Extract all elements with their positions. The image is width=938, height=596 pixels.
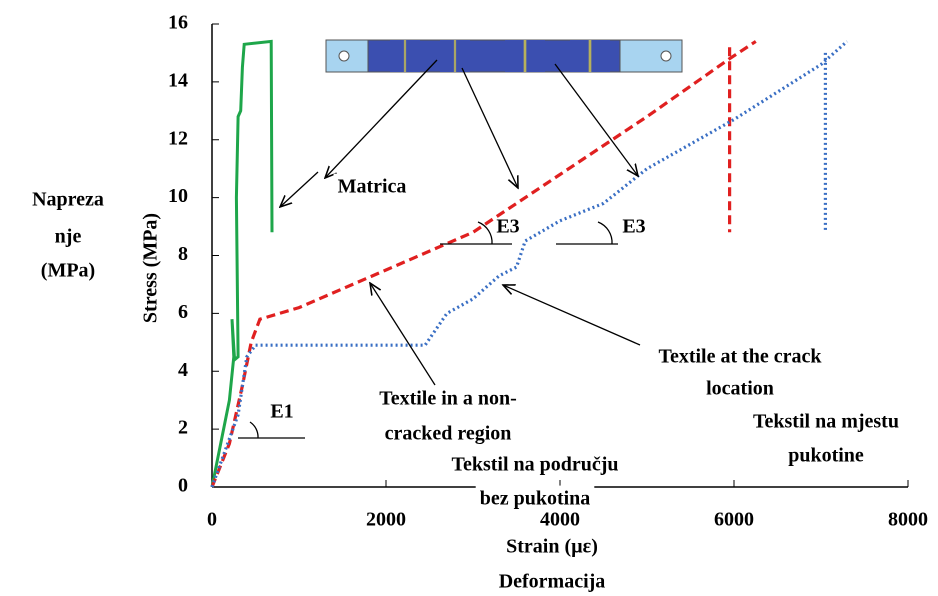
annotation: E3 xyxy=(496,216,519,238)
annotation: E3 xyxy=(622,216,645,238)
annotation: Matrica xyxy=(338,176,407,198)
annotation: Tekstil na mjestu xyxy=(753,411,899,433)
y-axis-title-translation: Napreza xyxy=(32,189,104,211)
y-axis-title-translation: nje xyxy=(55,226,82,248)
y-tick-label: 8 xyxy=(178,243,188,265)
annotation: Textile at the crack xyxy=(658,346,822,368)
labels: Matrica Textile in a non-cracked region Te… xyxy=(270,174,903,512)
x-tick-label: 6000 xyxy=(714,509,754,531)
y-tick-label: 4 xyxy=(178,359,188,381)
x-axis-title-translation: Deformacija xyxy=(499,571,606,593)
annotation: cracked region xyxy=(385,423,512,445)
x-tick-label: 2000 xyxy=(366,509,406,531)
annotation: location xyxy=(706,378,774,400)
y-axis-title-translation: (MPa) xyxy=(41,260,95,282)
x-tick-label: 0 xyxy=(207,509,217,531)
chart: 0 2 4 6 8 10 12 14 16 0 2000 4000 6000 8000 Stress (MP… xyxy=(0,0,938,596)
x-axis-title: Strain (µε) xyxy=(506,536,598,558)
y-tick-label: 16 xyxy=(168,12,188,34)
specimen-image xyxy=(326,40,682,72)
annotation: Textile in a non- xyxy=(379,388,517,410)
annotation: E1 xyxy=(270,401,293,423)
y-axis-title: Stress (MPa) xyxy=(140,213,162,323)
x-tick-label: 8000 xyxy=(888,509,928,531)
x-tick-label: 4000 xyxy=(540,509,580,531)
y-tick-label: 6 xyxy=(178,301,188,323)
y-tick-label: 0 xyxy=(178,475,188,497)
y-tick-label: 2 xyxy=(178,417,188,439)
y-tick-label: 14 xyxy=(168,69,188,91)
y-tick-label: 10 xyxy=(168,185,188,207)
annotation: pukotine xyxy=(788,445,864,467)
annotation: Tekstil na području xyxy=(451,454,618,476)
arrows xyxy=(238,60,640,438)
y-tick-label: 12 xyxy=(168,127,188,149)
annotation: bez pukotina xyxy=(480,488,591,510)
series-line xyxy=(212,41,272,487)
